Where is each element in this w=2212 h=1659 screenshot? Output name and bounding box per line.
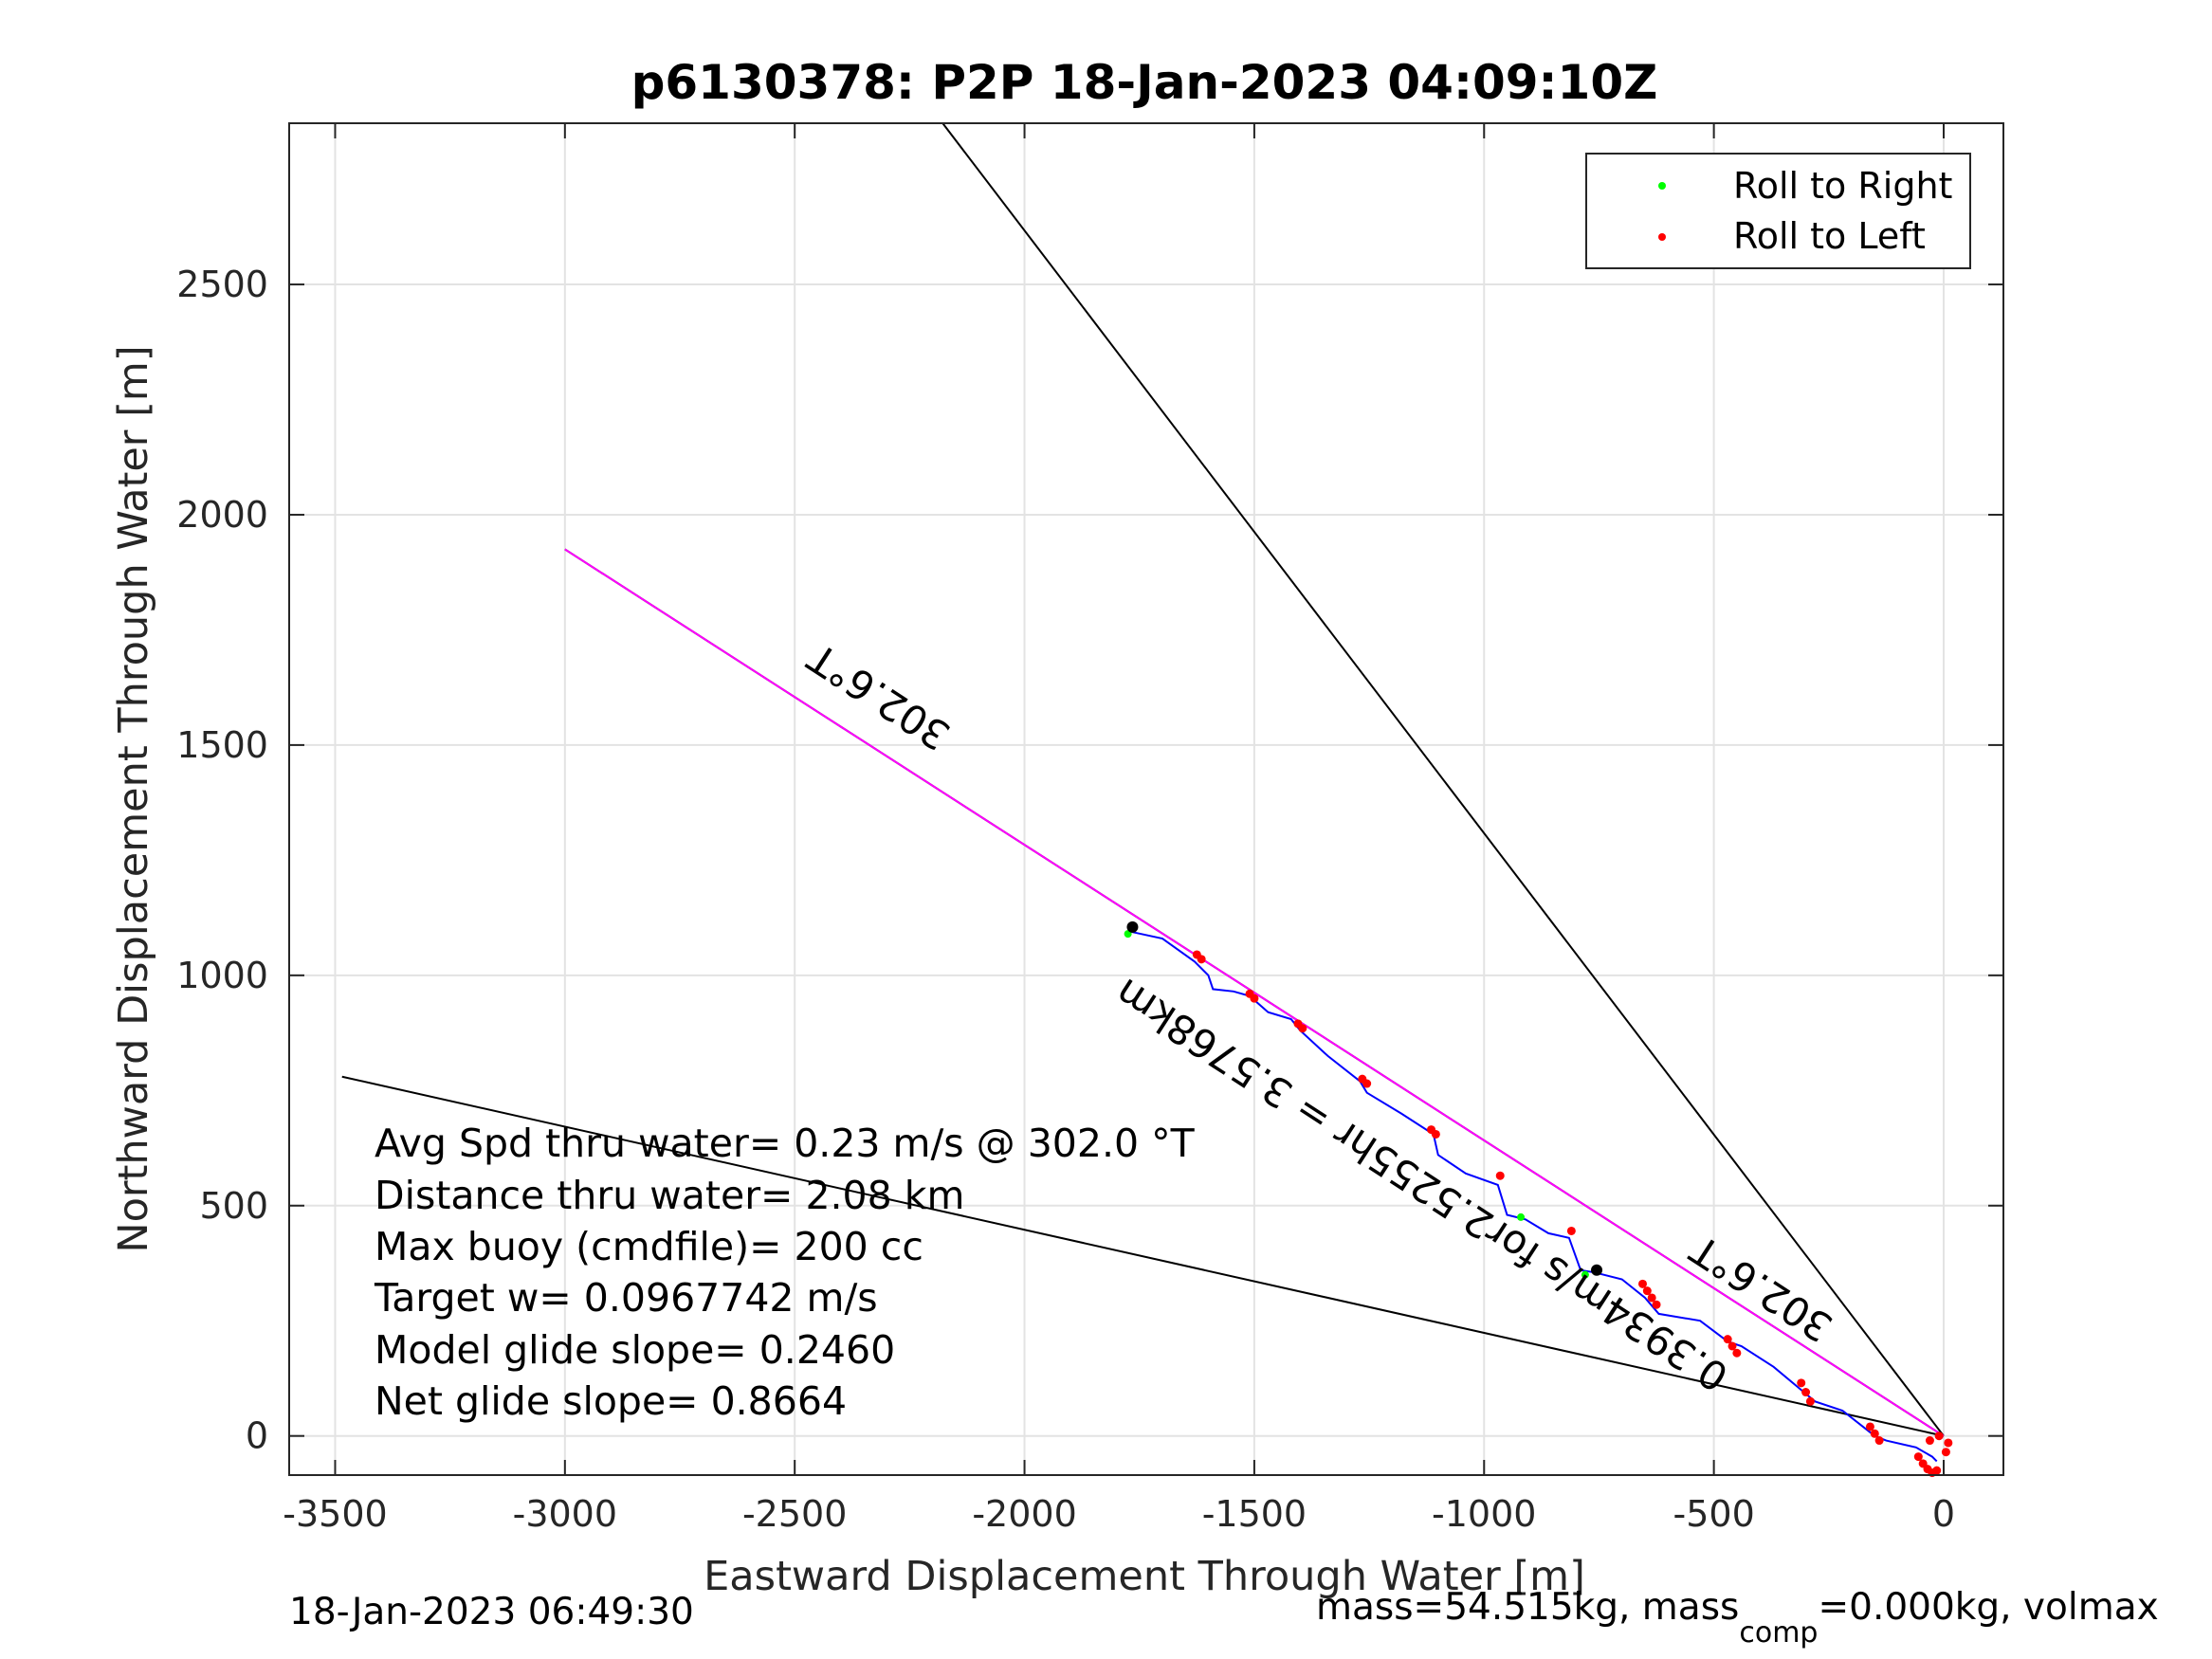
x-tick-label: -2500 — [742, 1493, 847, 1535]
black-marker — [1126, 921, 1139, 933]
x-tick-label: -3500 — [283, 1493, 387, 1535]
reference-line — [941, 122, 1945, 1437]
roll-left-point — [1431, 1129, 1440, 1139]
roll-right-point — [1517, 1212, 1526, 1221]
roll-right-point — [1124, 930, 1132, 939]
stats-block: Avg Spd thru water= 0.23 m/s @ 302.0 °T … — [374, 1121, 1196, 1424]
footer-mass-prefix: mass=54.515kg, mass — [1316, 1586, 1739, 1629]
roll-left-point — [1801, 1388, 1811, 1397]
chart-title: p6130378: P2P 18-Jan-2023 04:09:10Z — [631, 55, 1658, 110]
roll-left-point — [1652, 1300, 1661, 1309]
stat-target-w: Target w= 0.0967742 m/s — [374, 1275, 878, 1321]
roll-left-point — [1870, 1429, 1879, 1438]
plot-frame — [288, 122, 2004, 1476]
points-layer — [1124, 921, 1953, 1478]
y-tick-label: 2500 — [176, 264, 268, 305]
roll-left-point — [1732, 1348, 1742, 1358]
footer-mass-info: mass=54.515kg, masscomp=0.000kg, volmax — [1316, 1586, 2159, 1650]
roll-left-point — [1913, 1452, 1923, 1462]
legend: Roll to Right Roll to Left — [1585, 153, 1971, 269]
roll-left-point — [1932, 1466, 1942, 1475]
legend-box — [1585, 153, 1971, 269]
roll-left-point — [1495, 1171, 1505, 1180]
stat-avg-speed: Avg Spd thru water= 0.23 m/s @ 302.0 °T — [375, 1121, 1196, 1166]
roll-left-point — [1944, 1438, 1953, 1448]
roll-left-point — [1865, 1422, 1874, 1431]
roll-left-point — [1647, 1293, 1656, 1303]
roll-left-point — [1637, 1279, 1647, 1288]
roll-left-point — [1925, 1436, 1934, 1446]
x-tick-label: -1500 — [1202, 1493, 1307, 1535]
roll-left-point — [1941, 1448, 1950, 1457]
x-tick-label: -2000 — [972, 1493, 1076, 1535]
roll-left-point — [1797, 1378, 1806, 1388]
x-tick-label: -3000 — [513, 1493, 617, 1535]
black-marker — [1591, 1264, 1603, 1276]
roll-left-point — [1362, 1079, 1372, 1088]
y-axis-label: Northward Displacement Through Water [m] — [110, 345, 157, 1252]
roll-left-point — [1728, 1341, 1737, 1351]
roll-left-point — [1298, 1024, 1307, 1033]
y-tick-label: 500 — [199, 1185, 268, 1227]
roll-left-point — [1723, 1335, 1732, 1344]
footer-mass-subscript: comp — [1739, 1616, 1818, 1650]
x-tick-label: -500 — [1673, 1493, 1755, 1535]
reference-line — [564, 548, 1945, 1437]
roll-left-point — [1934, 1431, 1944, 1441]
footer-timestamp: 18-Jan-2023 06:49:30 — [289, 1591, 694, 1633]
roll-left-point — [1642, 1286, 1652, 1296]
x-tick-label: 0 — [1932, 1493, 1955, 1535]
reference-line — [341, 1075, 1945, 1437]
x-tick-label: -1000 — [1432, 1493, 1536, 1535]
legend-marker-roll-left — [1658, 233, 1666, 241]
stat-model-glide-slope: Model glide slope= 0.2460 — [375, 1327, 895, 1373]
y-tick-label: 1500 — [176, 724, 268, 766]
roll-left-point — [1197, 955, 1206, 964]
legend-marker-roll-right — [1658, 182, 1666, 190]
stat-max-buoy: Max buoy (cmdfile)= 200 cc — [375, 1224, 923, 1269]
ticks: -3500 -3000 -2500 -2000 -1500 -1000 -500 0 0 500 1… — [176, 123, 2003, 1535]
y-tick-label: 2000 — [176, 494, 268, 536]
y-tick-label: 0 — [246, 1415, 268, 1457]
stat-net-glide-slope: Net glide slope= 0.8664 — [375, 1378, 847, 1424]
y-tick-label: 1000 — [176, 955, 268, 996]
stat-distance: Distance thru water= 2.08 km — [375, 1173, 964, 1218]
roll-left-point — [1566, 1226, 1576, 1235]
legend-label-roll-right: Roll to Right — [1733, 165, 1952, 207]
footer-mass-suffix: =0.000kg, volmax — [1818, 1586, 2158, 1629]
x-axis-label: Eastward Displacement Through Water [m] — [704, 1553, 1585, 1600]
roll-right-point — [1581, 1270, 1589, 1279]
roll-left-point — [1250, 994, 1259, 1003]
reference-lines — [341, 122, 1945, 1437]
legend-label-roll-left: Roll to Left — [1733, 215, 1926, 257]
plot-area — [289, 123, 2003, 1475]
grid — [289, 123, 2003, 1475]
roll-left-point — [1805, 1396, 1815, 1406]
roll-left-point — [1874, 1436, 1884, 1446]
